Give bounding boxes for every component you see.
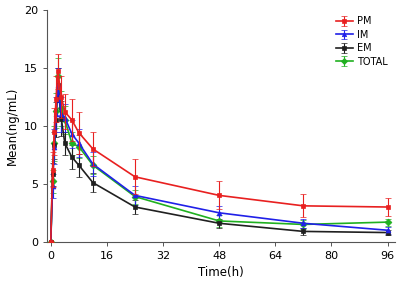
Y-axis label: Mean(ng/mL): Mean(ng/mL) [6,87,18,165]
X-axis label: Time(h): Time(h) [198,266,244,280]
Legend: PM, IM, EM, TOTAL: PM, IM, EM, TOTAL [334,15,390,68]
